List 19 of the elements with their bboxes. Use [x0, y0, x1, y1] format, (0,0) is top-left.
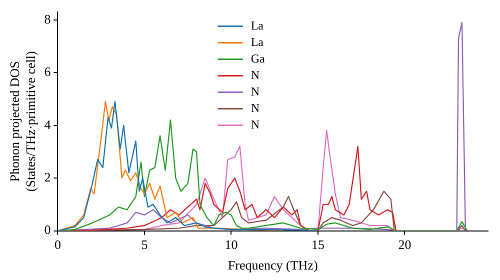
x-tick-label: 10	[224, 237, 238, 252]
y-tick-label: 6	[44, 64, 52, 80]
y-tick-label: 2	[44, 170, 51, 184]
x-tick-label: 20	[398, 237, 412, 252]
x-tick-label: 0	[54, 237, 61, 252]
y-axis-title: Phonon projected DOS (States/THz·primitive cell)	[7, 51, 38, 192]
y-tick-label: 0	[44, 222, 51, 238]
y-tick-label: 8	[44, 11, 51, 26]
legend-label: N	[250, 84, 260, 98]
legend-label: N	[250, 100, 260, 115]
x-tick-label: 15	[311, 237, 324, 252]
legend-label: La	[250, 18, 264, 32]
x-axis-title: Frequency (THz)	[228, 258, 318, 273]
x-tick-label: 5	[141, 237, 148, 252]
legend-label: La	[250, 34, 264, 49]
legend-label: N	[250, 68, 260, 82]
legend-label: N	[250, 117, 260, 132]
legend-label: Ga	[250, 51, 266, 66]
y-tick-label: 4	[44, 116, 52, 132]
